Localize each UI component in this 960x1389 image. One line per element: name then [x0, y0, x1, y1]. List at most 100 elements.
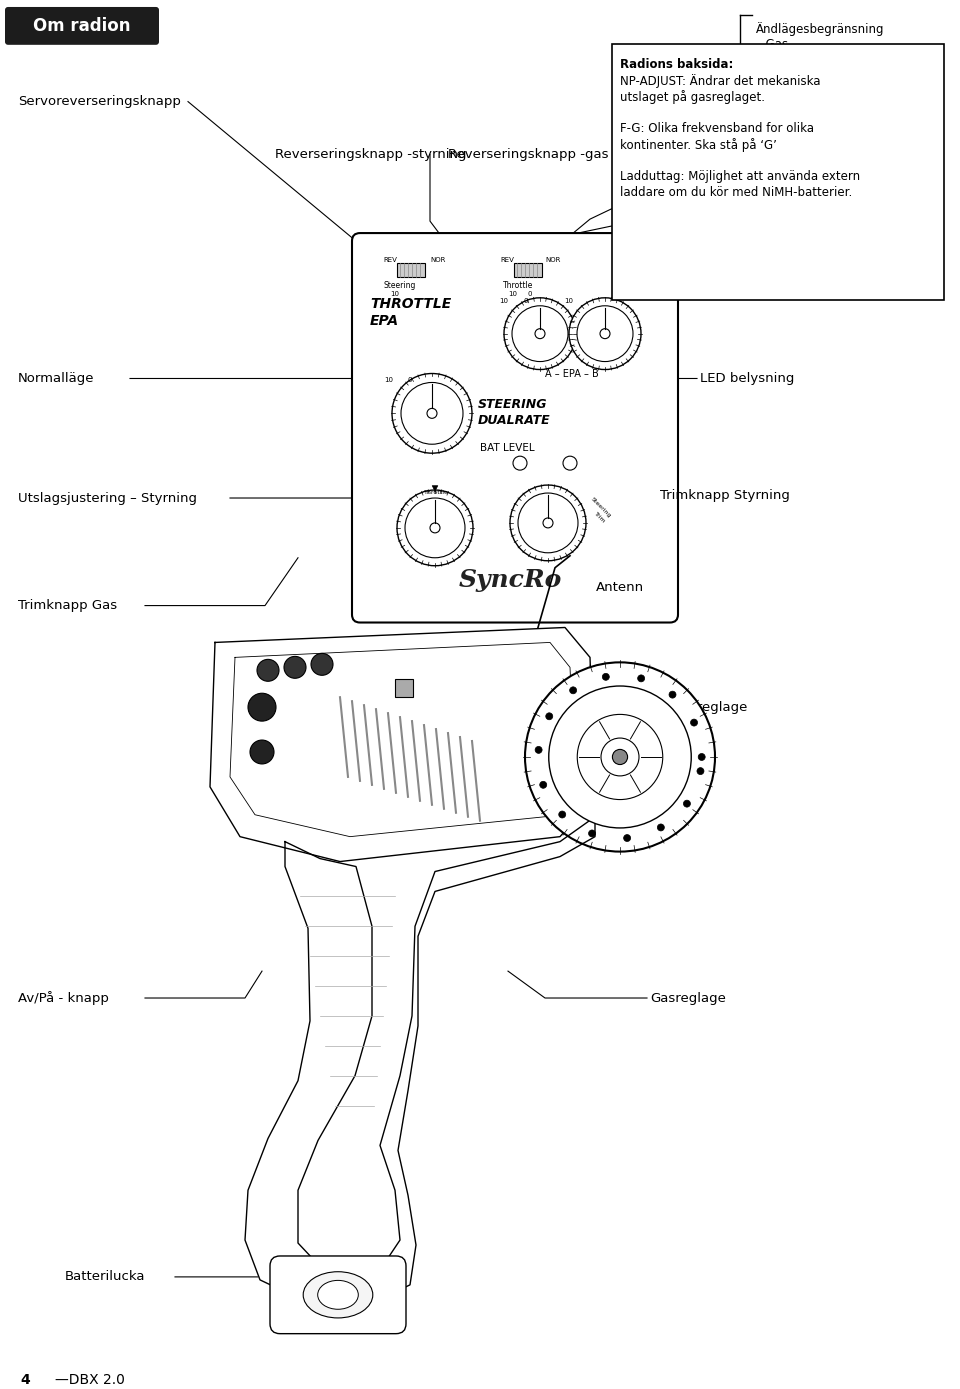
Text: kontinenter. Ska stå på ‘G’: kontinenter. Ska stå på ‘G’ [620, 138, 778, 151]
FancyBboxPatch shape [270, 1256, 406, 1333]
Polygon shape [245, 817, 595, 1304]
Text: NP-ADJUST: Ändrar det mekaniska: NP-ADJUST: Ändrar det mekaniska [620, 74, 821, 88]
Text: Trimknapp Gas: Trimknapp Gas [18, 599, 117, 613]
Circle shape [543, 518, 553, 528]
Text: 10: 10 [509, 290, 517, 297]
Text: – Gas: – Gas [756, 38, 788, 51]
Text: Throttle: Throttle [423, 489, 448, 494]
Circle shape [690, 720, 698, 726]
Text: Gasreglage: Gasreglage [650, 992, 726, 1004]
Text: Styrreglage: Styrreglage [670, 700, 748, 714]
Circle shape [518, 493, 578, 553]
Text: Normalläge: Normalläge [640, 190, 716, 203]
Text: 10: 10 [564, 297, 573, 304]
Circle shape [612, 750, 628, 764]
Circle shape [250, 740, 274, 764]
Circle shape [602, 674, 610, 681]
Text: Utslagsjustering – Styrning: Utslagsjustering – Styrning [18, 492, 197, 504]
Text: 0: 0 [523, 297, 527, 304]
Text: Antenn: Antenn [596, 581, 644, 594]
FancyBboxPatch shape [352, 233, 678, 622]
Text: REV: REV [500, 257, 514, 263]
Circle shape [658, 824, 664, 831]
Text: Radions baksida:: Radions baksida: [620, 58, 733, 71]
Text: Trim: Trim [429, 497, 443, 503]
Text: NOR: NOR [545, 257, 561, 263]
Circle shape [624, 835, 631, 842]
Circle shape [510, 485, 586, 561]
Circle shape [392, 374, 472, 453]
Text: 0: 0 [408, 378, 413, 383]
Text: Reverseringsknapp -gas: Reverseringsknapp -gas [448, 147, 609, 161]
Circle shape [535, 329, 545, 339]
Bar [612, 44, 944, 300]
Text: BAT LEVEL: BAT LEVEL [480, 443, 535, 453]
Text: THROTTLE: THROTTLE [370, 297, 451, 311]
Circle shape [600, 329, 610, 339]
Text: Ladduttag: Möjlighet att använda extern: Ladduttag: Möjlighet att använda extern [620, 169, 860, 183]
Circle shape [427, 408, 437, 418]
Circle shape [577, 306, 633, 361]
Text: Servoreverseringsknapp: Servoreverseringsknapp [18, 94, 180, 108]
Bar [395, 679, 413, 697]
Circle shape [559, 811, 565, 818]
Circle shape [512, 306, 568, 361]
Text: 10: 10 [499, 297, 508, 304]
Text: —DBX 2.0: —DBX 2.0 [55, 1372, 125, 1386]
Circle shape [257, 660, 279, 681]
Text: Steering: Steering [384, 281, 417, 290]
Circle shape [563, 456, 577, 469]
Text: Batterilucka: Batterilucka [65, 1271, 146, 1283]
Circle shape [535, 746, 542, 753]
Text: 10: 10 [384, 378, 393, 383]
Circle shape [637, 675, 645, 682]
Text: NOR: NOR [430, 257, 445, 263]
Text: LED belysning: LED belysning [700, 372, 794, 385]
Text: Trim: Trim [593, 511, 606, 525]
FancyBboxPatch shape [5, 7, 159, 44]
Text: A – EPA – B: A – EPA – B [545, 368, 599, 379]
Text: Av/På - knapp: Av/På - knapp [18, 990, 108, 1006]
Circle shape [284, 657, 306, 678]
Circle shape [513, 456, 527, 469]
Circle shape [577, 714, 662, 800]
Ellipse shape [318, 1281, 358, 1310]
Text: F-G: Olika frekvensband for olika: F-G: Olika frekvensband for olika [620, 122, 814, 135]
Text: 4: 4 [20, 1372, 30, 1386]
Text: Trimknapp Styrning: Trimknapp Styrning [660, 489, 790, 501]
Text: 10: 10 [391, 290, 399, 297]
Text: Normalläge: Normalläge [18, 372, 94, 385]
Text: Om radion: Om radion [34, 17, 131, 35]
Text: laddare om du kör med NiMH-batterier.: laddare om du kör med NiMH-batterier. [620, 186, 852, 199]
Circle shape [430, 522, 440, 533]
Text: 0: 0 [528, 290, 532, 297]
Circle shape [588, 831, 595, 838]
Text: EPA: EPA [370, 314, 399, 328]
Circle shape [401, 382, 463, 444]
Bar [397, 263, 425, 276]
Circle shape [549, 686, 691, 828]
Circle shape [504, 297, 576, 369]
Text: utslaget på gasreglaget.: utslaget på gasreglaget. [620, 90, 765, 104]
Polygon shape [210, 628, 595, 861]
Circle shape [569, 297, 641, 369]
Text: Throttle: Throttle [503, 281, 533, 290]
Text: SyncRo: SyncRo [458, 568, 562, 592]
Circle shape [540, 782, 547, 789]
Text: Reverseringsknapp -styrning: Reverseringsknapp -styrning [275, 147, 467, 161]
Circle shape [545, 713, 553, 720]
Circle shape [569, 686, 577, 693]
Text: REV: REV [383, 257, 396, 263]
Circle shape [684, 800, 690, 807]
Circle shape [248, 693, 276, 721]
Circle shape [697, 768, 704, 775]
Circle shape [405, 499, 465, 558]
Ellipse shape [303, 1272, 372, 1318]
Text: Steering: Steering [590, 497, 612, 519]
Circle shape [601, 738, 639, 776]
Circle shape [669, 692, 676, 699]
Text: Ändlägesbegränsning: Ändlägesbegränsning [756, 22, 884, 36]
Circle shape [525, 663, 715, 851]
Circle shape [698, 753, 706, 760]
Circle shape [397, 490, 473, 565]
